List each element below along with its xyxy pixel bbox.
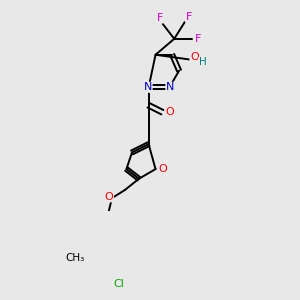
Text: F: F	[195, 34, 202, 44]
Text: O: O	[105, 192, 113, 202]
Text: H: H	[199, 57, 206, 68]
Text: CH₃: CH₃	[66, 253, 85, 263]
Text: F: F	[186, 12, 192, 22]
Text: O: O	[158, 164, 167, 174]
Text: N: N	[144, 82, 152, 92]
Text: N: N	[166, 82, 174, 92]
Text: F: F	[157, 13, 163, 23]
Text: Cl: Cl	[114, 279, 125, 289]
Text: O: O	[165, 107, 174, 117]
Text: O: O	[190, 52, 199, 62]
